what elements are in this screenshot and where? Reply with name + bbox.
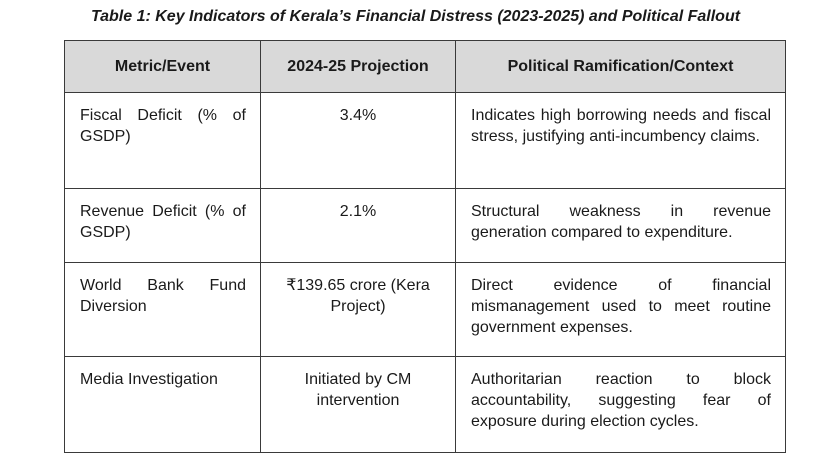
table-row: Fiscal Deficit (% of GSDP) 3.4% Indicate… (64, 92, 786, 189)
cell-metric: Fiscal Deficit (% of GSDP) (64, 92, 261, 189)
table-caption: Table 1: Key Indicators of Kerala’s Fina… (90, 8, 741, 25)
cell-metric: World Bank Fund Diversion (64, 262, 261, 357)
cell-projection: Initiated by CM intervention (260, 356, 456, 453)
cell-context: Authoritarian reaction to block accounta… (455, 356, 786, 453)
cell-metric: Revenue Deficit (% of GSDP) (64, 188, 261, 263)
cell-context: Indicates high borrowing needs and fisca… (455, 92, 786, 189)
cell-context: Direct evidence of financial mismanageme… (455, 262, 786, 357)
cell-metric: Media Investigation (64, 356, 261, 453)
cell-projection: 2.1% (260, 188, 456, 263)
cell-projection: ₹139.65 crore (Kera Project) (260, 262, 456, 357)
header-political-context: Political Ramification/Context (455, 40, 786, 93)
cell-projection: 3.4% (260, 92, 456, 189)
table-header-row: Metric/Event 2024-25 Projection Politica… (64, 40, 786, 93)
table-row: Media Investigation Initiated by CM inte… (64, 356, 786, 453)
table-row: World Bank Fund Diversion ₹139.65 crore … (64, 262, 786, 357)
header-metric-event: Metric/Event (64, 40, 261, 93)
indicators-table: Metric/Event 2024-25 Projection Politica… (64, 40, 786, 453)
cell-context: Structural weakness in revenue generatio… (455, 188, 786, 263)
table-row: Revenue Deficit (% of GSDP) 2.1% Structu… (64, 188, 786, 263)
header-projection: 2024-25 Projection (260, 40, 456, 93)
